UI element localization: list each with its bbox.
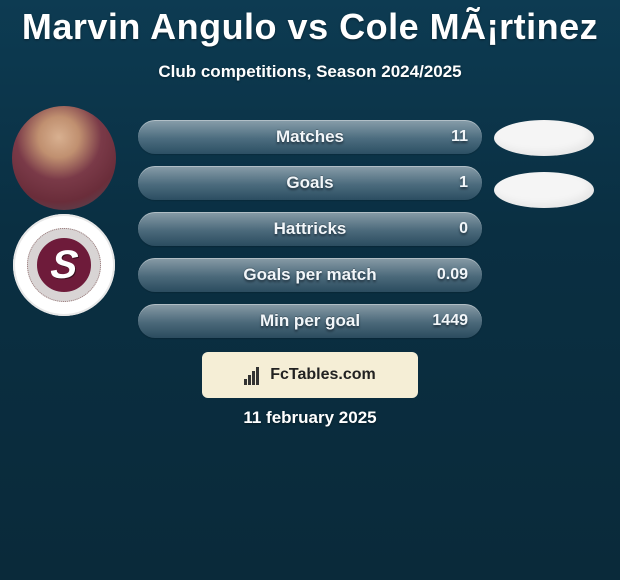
stat-value: 1 xyxy=(459,174,468,192)
stat-row-goals-per-match: Goals per match 0.09 xyxy=(138,258,482,292)
stat-row-goals: Goals 1 xyxy=(138,166,482,200)
page-title: Marvin Angulo vs Cole MÃ¡rtinez xyxy=(0,0,620,48)
stat-label: Matches xyxy=(276,127,344,147)
player1-photo-placeholder xyxy=(12,106,116,210)
stat-row-min-per-goal: Min per goal 1449 xyxy=(138,304,482,338)
date-text: 11 february 2025 xyxy=(243,408,376,428)
left-player-column: S xyxy=(8,106,120,316)
brand-text: FcTables.com xyxy=(270,366,376,384)
stat-row-hattricks: Hattricks 0 xyxy=(138,212,482,246)
player2-club-placeholder xyxy=(494,172,594,208)
stat-label: Goals per match xyxy=(243,265,376,285)
chart-icon xyxy=(244,365,264,385)
stat-label: Hattricks xyxy=(274,219,347,239)
player1-club-badge: S xyxy=(13,214,115,316)
player1-photo xyxy=(12,106,116,210)
stat-value: 1449 xyxy=(432,312,468,330)
stat-label: Min per goal xyxy=(260,311,360,331)
subtitle: Club competitions, Season 2024/2025 xyxy=(0,62,620,82)
stat-row-matches: Matches 11 xyxy=(138,120,482,154)
stat-value: 0 xyxy=(459,220,468,238)
club-badge-letter: S xyxy=(48,243,79,288)
stat-label: Goals xyxy=(286,173,333,193)
right-player-column xyxy=(488,120,600,224)
club-badge-inner: S xyxy=(27,228,101,302)
stat-value: 11 xyxy=(451,128,468,146)
player2-photo-placeholder xyxy=(494,120,594,156)
brand-box: FcTables.com xyxy=(202,352,418,398)
stat-value: 0.09 xyxy=(437,266,468,284)
stats-table: Matches 11 Goals 1 Hattricks 0 Goals per… xyxy=(138,120,482,350)
